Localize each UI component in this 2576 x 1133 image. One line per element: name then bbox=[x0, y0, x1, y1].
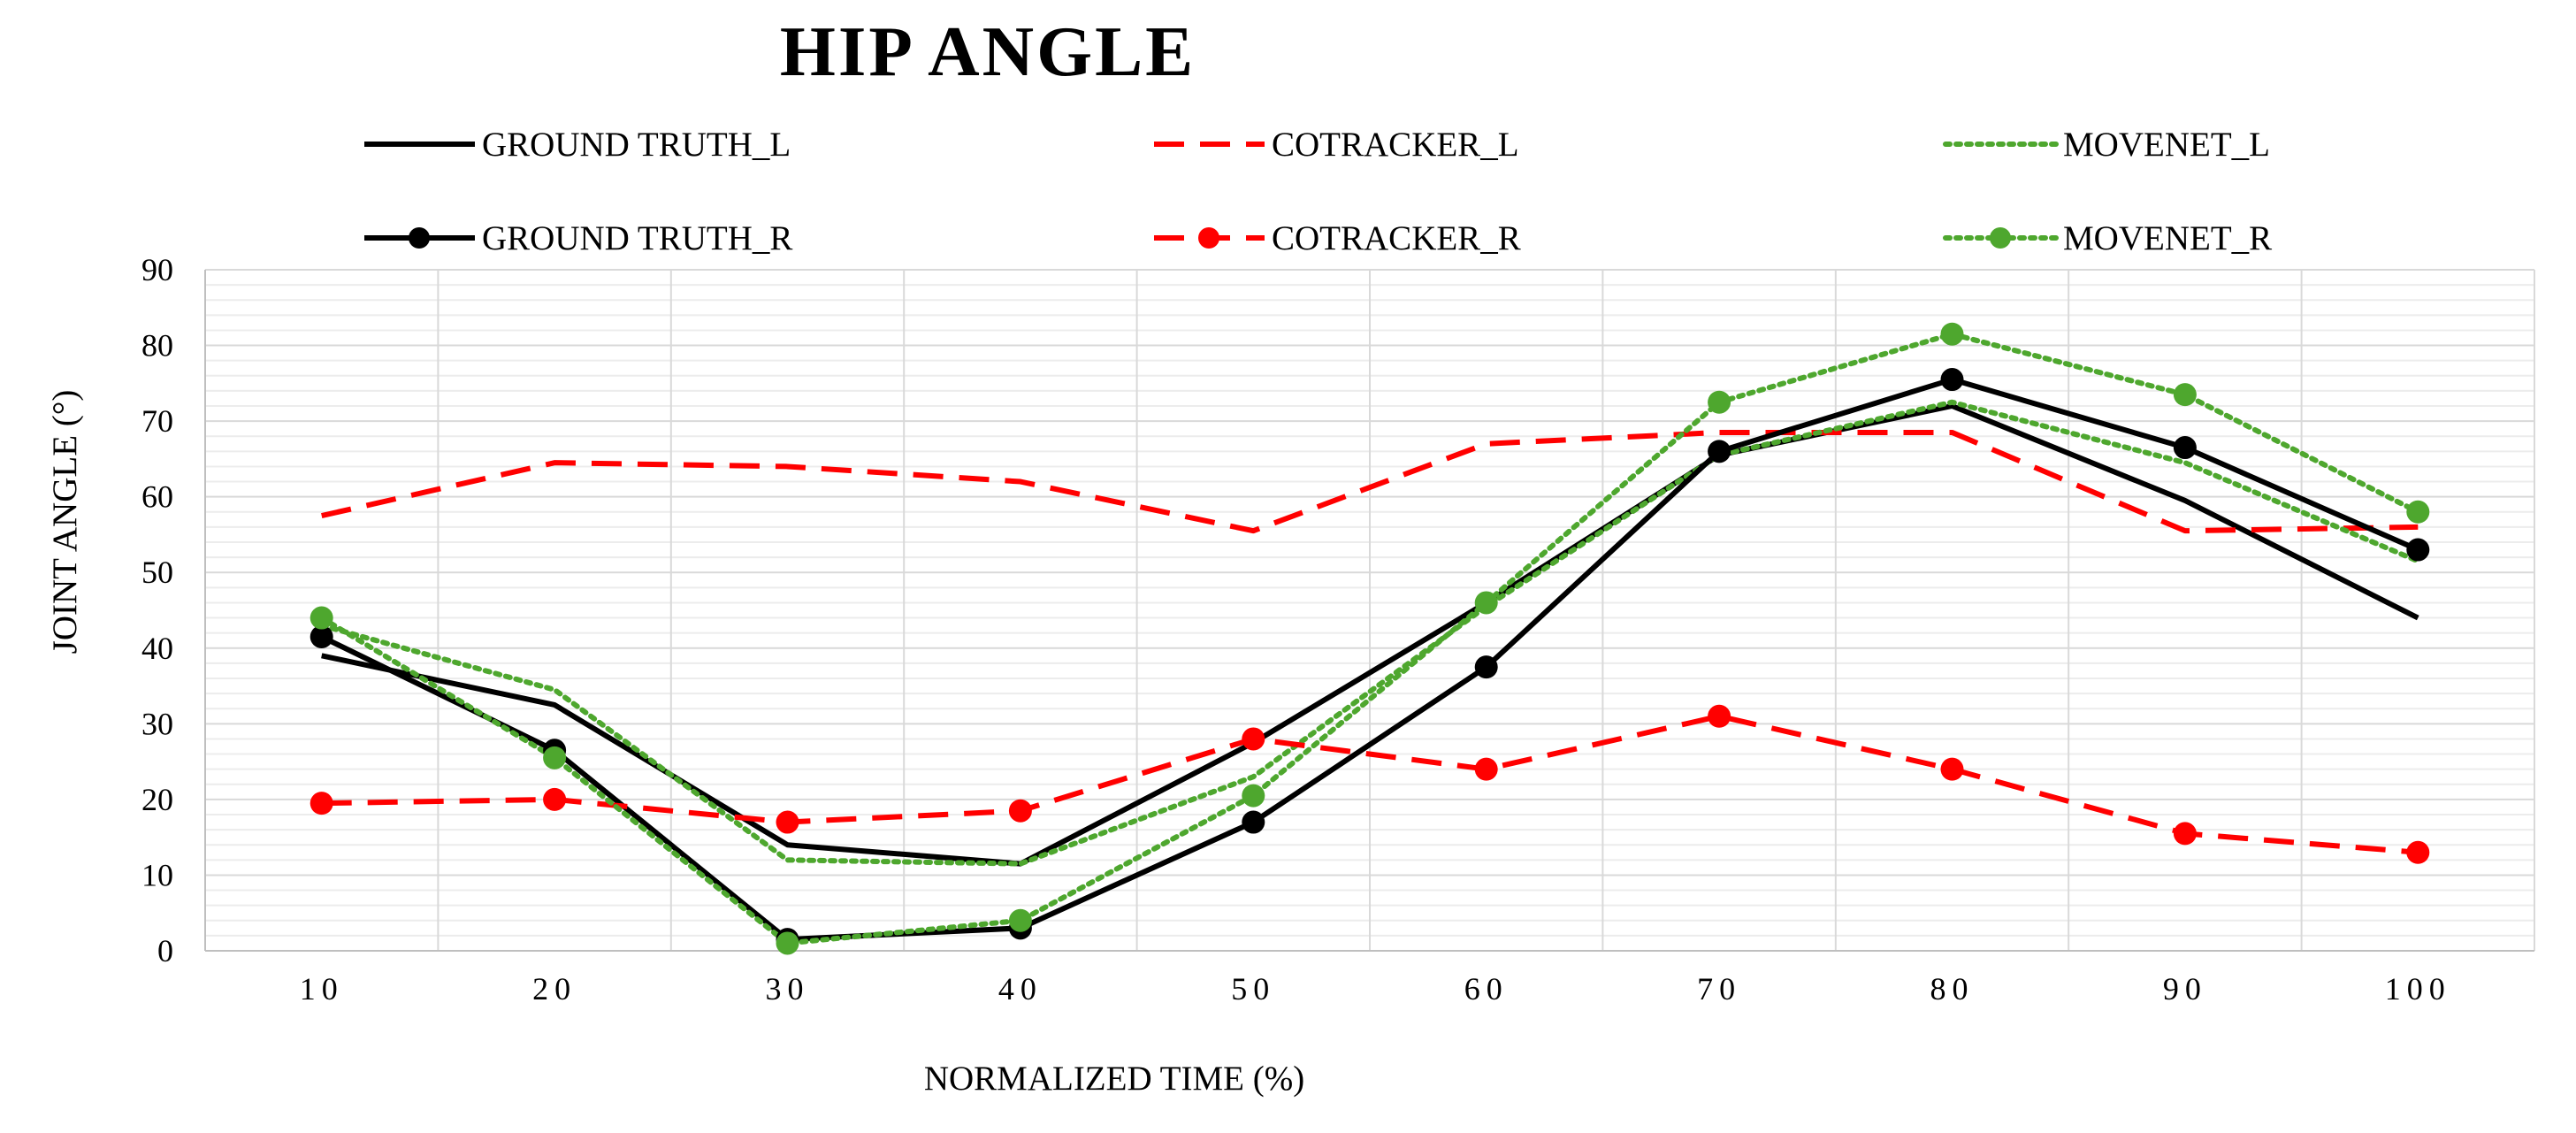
data-point-movenet-r bbox=[2173, 383, 2197, 407]
data-point-ground-truth-r bbox=[1940, 368, 1964, 392]
chart-title: HIP ANGLE bbox=[780, 11, 1196, 91]
data-point-movenet-r bbox=[776, 931, 799, 955]
x-tick-label: 90 bbox=[2163, 971, 2207, 1007]
data-point-movenet-r bbox=[1242, 784, 1265, 808]
legend-marker bbox=[409, 227, 430, 249]
y-tick-label: 30 bbox=[141, 706, 173, 741]
data-point-cotracker-r bbox=[1008, 799, 1032, 823]
x-tick-label: 10 bbox=[300, 971, 344, 1007]
data-point-cotracker-r bbox=[543, 787, 567, 811]
data-point-ground-truth-r bbox=[2173, 436, 2197, 460]
data-point-movenet-r bbox=[1474, 591, 1498, 615]
series-line-cotracker-r bbox=[321, 713, 2419, 855]
y-tick-label: 50 bbox=[141, 555, 173, 590]
data-point-cotracker-r bbox=[2406, 840, 2430, 864]
x-tick-label: 80 bbox=[1930, 971, 1975, 1007]
y-tick-label: 90 bbox=[141, 252, 173, 287]
data-point-ground-truth-r bbox=[1474, 655, 1498, 679]
x-tick-label: 100 bbox=[2385, 971, 2451, 1007]
legend-item-cotracker-r: COTRACKER_R bbox=[1154, 219, 1521, 257]
data-point-ground-truth-r bbox=[1242, 810, 1265, 834]
data-point-movenet-r bbox=[543, 746, 567, 769]
legend-label: COTRACKER_R bbox=[1272, 219, 1521, 257]
data-point-cotracker-r bbox=[310, 792, 333, 815]
legend-item-cotracker-l: COTRACKER_L bbox=[1154, 126, 1519, 164]
data-point-cotracker-r bbox=[776, 810, 799, 834]
series-line-movenet-l bbox=[318, 399, 2421, 867]
x-tick-label: 40 bbox=[998, 971, 1043, 1007]
legend-label: COTRACKER_L bbox=[1272, 126, 1519, 164]
legend-label: MOVENET_L bbox=[2063, 126, 2270, 164]
y-tick-label: 70 bbox=[141, 403, 173, 439]
legend-label: MOVENET_R bbox=[2063, 219, 2272, 257]
x-axis-title: NORMALIZED TIME (%) bbox=[924, 1060, 1304, 1098]
y-tick-label: 40 bbox=[141, 631, 173, 666]
legend: GROUND TRUTH_L COTRACKER_L MOVENET_L GROUND… bbox=[364, 126, 2272, 257]
legend-item-ground-truth-l: GROUND TRUTH_L bbox=[364, 126, 791, 164]
data-point-movenet-r bbox=[1708, 390, 1731, 414]
data-point-cotracker-r bbox=[1940, 757, 1964, 781]
axes: 0 10 20 30 40 50 60 70 80 90 10 20 30 40 50 60 70 80 90 100 bbox=[141, 252, 2534, 1007]
x-tick-label: 50 bbox=[1231, 971, 1275, 1007]
data-point-ground-truth-r bbox=[310, 624, 333, 648]
y-tick-label: 80 bbox=[141, 328, 173, 364]
legend-item-ground-truth-r: GROUND TRUTH_R bbox=[364, 219, 792, 257]
series-lines bbox=[310, 322, 2430, 955]
data-point-movenet-r bbox=[1940, 322, 1964, 346]
series-line-movenet-r bbox=[318, 331, 2421, 946]
plot-grid bbox=[204, 269, 2535, 952]
x-tick-label: 70 bbox=[1697, 971, 1741, 1007]
x-tick-label: 20 bbox=[532, 971, 577, 1007]
legend-marker bbox=[1198, 227, 1219, 249]
legend-item-movenet-l: MOVENET_L bbox=[1943, 126, 2270, 164]
data-point-ground-truth-r bbox=[2406, 538, 2430, 562]
data-point-ground-truth-r bbox=[1708, 440, 1731, 463]
y-tick-label: 10 bbox=[141, 857, 173, 892]
y-tick-label: 0 bbox=[157, 933, 173, 968]
y-tick-label: 20 bbox=[141, 782, 173, 817]
data-point-cotracker-r bbox=[1474, 757, 1498, 781]
data-point-cotracker-r bbox=[2173, 822, 2197, 846]
y-axis-title: JOINT ANGLE (°) bbox=[46, 390, 84, 655]
data-point-cotracker-r bbox=[1242, 727, 1265, 751]
data-point-movenet-r bbox=[2406, 500, 2430, 524]
legend-marker bbox=[1990, 227, 2011, 249]
legend-label: GROUND TRUTH_L bbox=[482, 126, 791, 164]
y-tick-label: 60 bbox=[141, 479, 173, 515]
legend-label: GROUND TRUTH_R bbox=[482, 219, 792, 257]
x-tick-label: 30 bbox=[766, 971, 810, 1007]
data-point-movenet-r bbox=[310, 606, 333, 630]
data-point-cotracker-r bbox=[1708, 704, 1731, 728]
series-line-cotracker-l bbox=[321, 429, 2419, 534]
x-tick-label: 60 bbox=[1464, 971, 1509, 1007]
series-line-ground-truth-r bbox=[320, 377, 2419, 943]
legend-item-movenet-r: MOVENET_R bbox=[1943, 219, 2272, 257]
data-point-movenet-r bbox=[1008, 908, 1032, 932]
